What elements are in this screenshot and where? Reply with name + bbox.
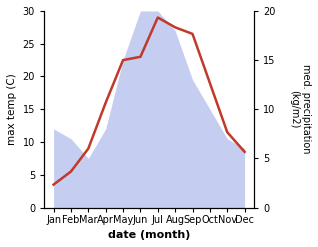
X-axis label: date (month): date (month) bbox=[108, 230, 190, 240]
Y-axis label: max temp (C): max temp (C) bbox=[7, 73, 17, 145]
Y-axis label: med. precipitation
(kg/m2): med. precipitation (kg/m2) bbox=[289, 64, 311, 154]
